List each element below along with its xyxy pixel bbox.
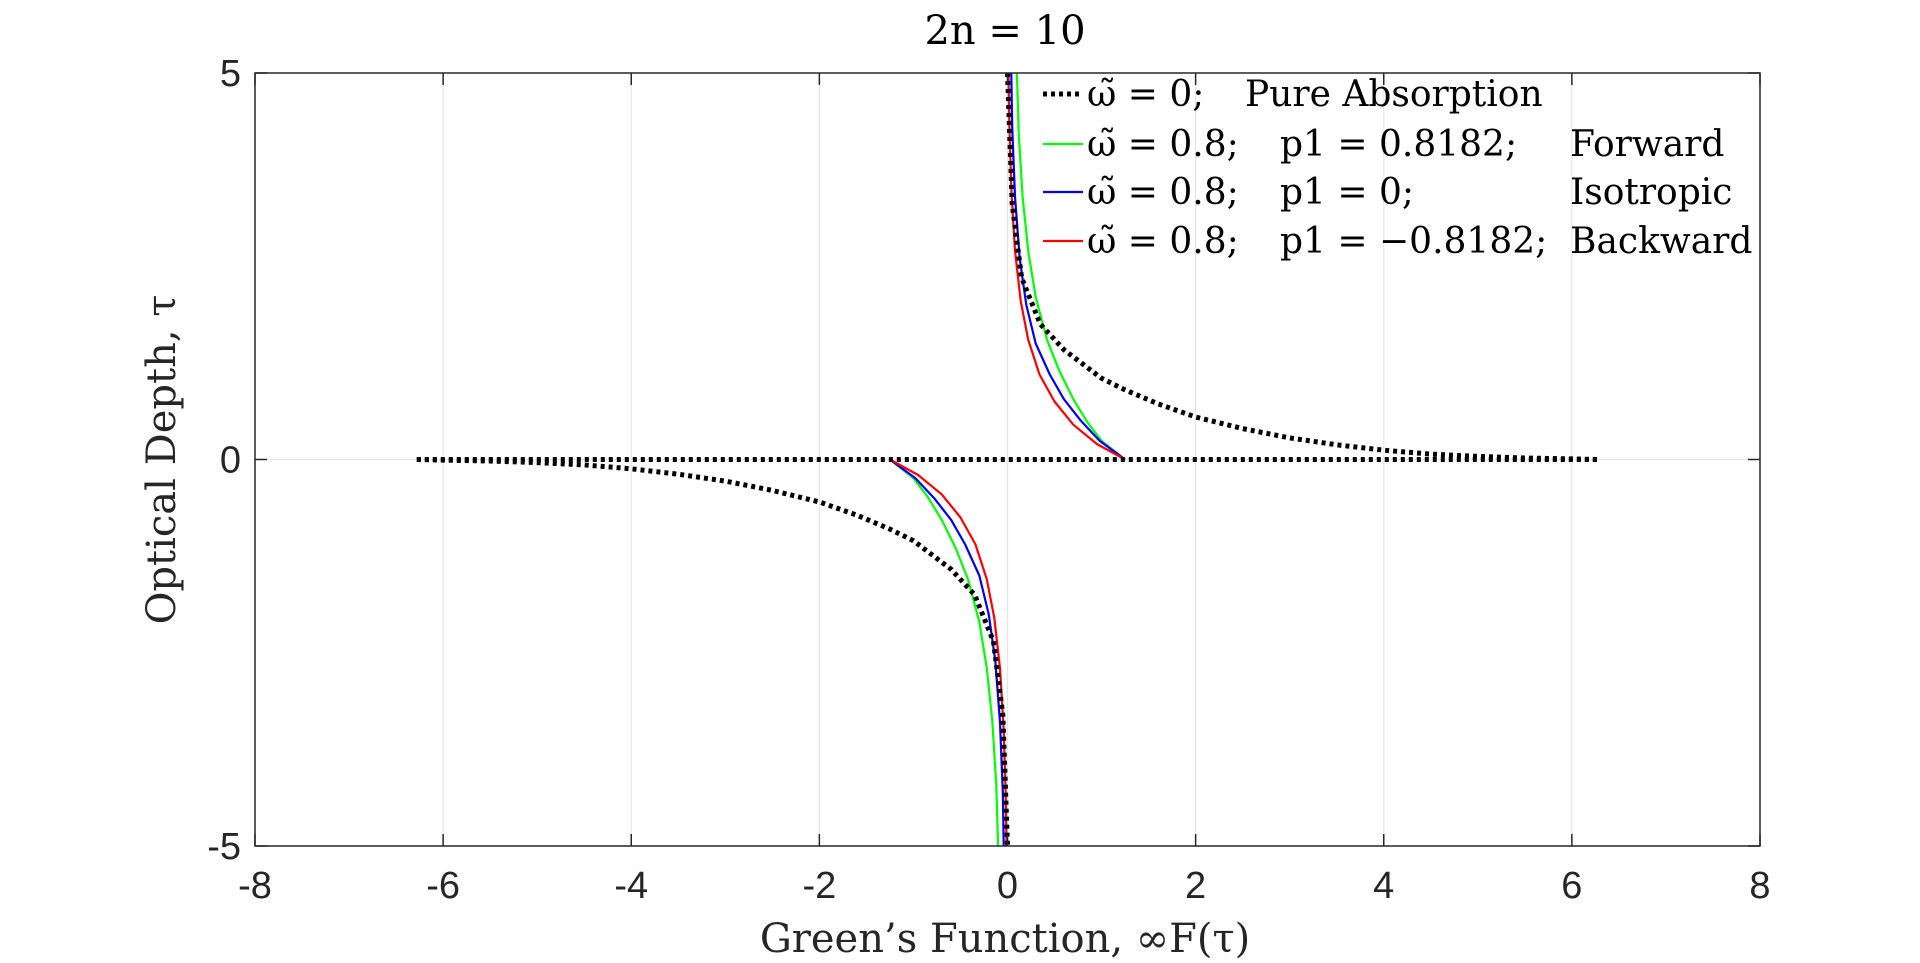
y-tick-label: -5: [207, 826, 241, 868]
x-tick-label: 0: [997, 865, 1018, 907]
series-layer: [416, 72, 1599, 847]
legend-entry-text: ω̃ = 0.8;: [1087, 172, 1239, 213]
legend-entry-text: ω̃ = 0.8;: [1087, 124, 1239, 165]
series-2-lower-branch: [889, 458, 1005, 847]
x-tick-label: -6: [426, 865, 460, 907]
legend-entry-text: Forward: [1570, 124, 1724, 165]
legend-entry-text: Backward: [1570, 221, 1752, 262]
legend-entry-text: p1 = 0;: [1280, 172, 1414, 213]
legend-entry-text: ω̃ = 0.8;: [1087, 221, 1239, 262]
x-axis-label: Green’s Function, ∞F(τ): [760, 916, 1250, 962]
x-tick-label: 2: [1185, 865, 1206, 907]
y-tick-label: 5: [220, 53, 241, 95]
x-axis: -8 -6 -4 -2 0 2 4 6 8: [238, 73, 1771, 907]
series-1-upper-branch: [1015, 72, 1126, 461]
series-1-lower-branch: [889, 458, 1000, 847]
series-3-upper-branch: [1007, 72, 1126, 461]
x-tick-label: 8: [1749, 865, 1770, 907]
legend-entry-text: p1 = 0.8182;: [1280, 124, 1517, 165]
x-tick-label: 4: [1373, 865, 1394, 907]
chart-title: 2n = 10: [924, 8, 1085, 54]
legend-entry-text: ω̃ = 0;: [1087, 74, 1204, 115]
legend-entry-text: Pure Absorption: [1245, 74, 1543, 115]
legend-entry-text: p1 = −0.8182;: [1280, 221, 1547, 262]
absorption-lower-branch: [416, 457, 1010, 847]
y-tick-label: 0: [220, 440, 241, 482]
x-tick-label: 6: [1561, 865, 1582, 907]
y-axis: -5 0 5: [207, 53, 1760, 868]
x-tick-label: -2: [802, 865, 836, 907]
series-3-lower-branch: [889, 458, 1008, 847]
x-tick-label: -8: [238, 865, 272, 907]
legend-entry-text: Isotropic: [1570, 172, 1732, 213]
y-axis-label: Optical Depth, τ: [139, 295, 185, 625]
grid: [255, 73, 1760, 846]
series-2-upper-branch: [1010, 72, 1126, 461]
x-tick-label: -4: [614, 865, 648, 907]
